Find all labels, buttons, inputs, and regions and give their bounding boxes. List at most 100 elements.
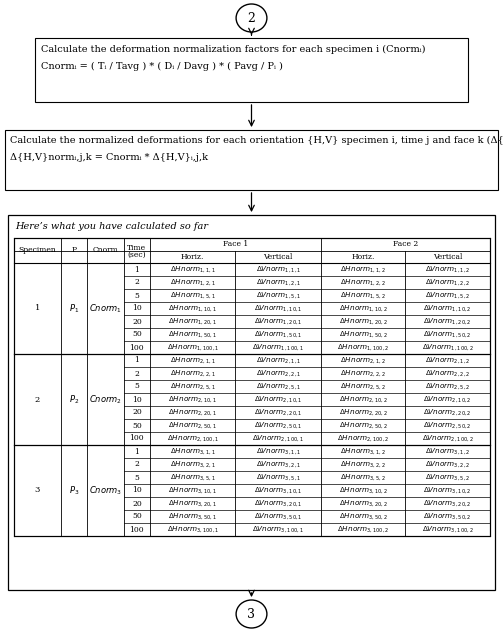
Text: Face 1: Face 1 <box>223 240 248 249</box>
Text: 100: 100 <box>130 526 144 533</box>
Text: $\Delta Hnorm_{1,20,1}$: $\Delta Hnorm_{1,20,1}$ <box>168 317 217 326</box>
Text: 3: 3 <box>35 487 40 495</box>
Text: $\Delta Hnorm_{3,10,2}$: $\Delta Hnorm_{3,10,2}$ <box>339 485 388 495</box>
Text: $\Delta Vnorm_{3,50,1}$: $\Delta Vnorm_{3,50,1}$ <box>254 512 302 521</box>
Text: $P_3$: $P_3$ <box>68 484 79 497</box>
Text: $P_2$: $P_2$ <box>68 393 79 406</box>
Text: $\Delta Vnorm_{1,5,2}$: $\Delta Vnorm_{1,5,2}$ <box>425 290 470 300</box>
Text: $\Delta Hnorm_{3,5,2}$: $\Delta Hnorm_{3,5,2}$ <box>341 473 386 483</box>
Text: 1: 1 <box>134 447 139 456</box>
Text: $\Delta Hnorm_{1,50,2}$: $\Delta Hnorm_{1,50,2}$ <box>339 329 388 339</box>
Text: $\Delta Vnorm_{2,10,1}$: $\Delta Vnorm_{2,10,1}$ <box>254 394 302 404</box>
Text: $\Delta Hnorm_{3,1,2}$: $\Delta Hnorm_{3,1,2}$ <box>341 447 386 456</box>
Text: 100: 100 <box>130 435 144 442</box>
Text: $\Delta Vnorm_{1,20,1}$: $\Delta Vnorm_{1,20,1}$ <box>254 317 302 326</box>
Text: 1: 1 <box>134 357 139 365</box>
Text: $\Delta Hnorm_{3,2,2}$: $\Delta Hnorm_{3,2,2}$ <box>341 459 386 469</box>
Text: $\Delta Vnorm_{2,50,2}$: $\Delta Vnorm_{2,50,2}$ <box>424 420 472 430</box>
Text: $\Delta Hnorm_{1,2,2}$: $\Delta Hnorm_{1,2,2}$ <box>341 278 386 288</box>
Text: 2: 2 <box>134 278 139 286</box>
Text: 50: 50 <box>132 331 142 338</box>
Text: $\Delta Vnorm_{3,100,1}$: $\Delta Vnorm_{3,100,1}$ <box>253 524 304 534</box>
Text: $\Delta Hnorm_{2,10,1}$: $\Delta Hnorm_{2,10,1}$ <box>168 394 217 404</box>
Text: $\Delta Vnorm_{2,100,1}$: $\Delta Vnorm_{2,100,1}$ <box>253 433 304 444</box>
Text: $\Delta Vnorm_{1,10,2}$: $\Delta Vnorm_{1,10,2}$ <box>424 304 472 314</box>
Text: Specimen: Specimen <box>19 247 56 254</box>
Text: $\Delta Vnorm_{3,10,1}$: $\Delta Vnorm_{3,10,1}$ <box>254 485 302 495</box>
Text: $P_1$: $P_1$ <box>68 302 79 315</box>
Text: $\Delta Hnorm_{1,10,1}$: $\Delta Hnorm_{1,10,1}$ <box>168 304 217 314</box>
Text: Horiz.: Horiz. <box>181 253 204 261</box>
Text: $\Delta Hnorm_{3,2,1}$: $\Delta Hnorm_{3,2,1}$ <box>170 459 216 469</box>
Text: $\Delta Vnorm_{1,5,1}$: $\Delta Vnorm_{1,5,1}$ <box>256 290 301 300</box>
Text: $\Delta Vnorm_{1,10,1}$: $\Delta Vnorm_{1,10,1}$ <box>254 304 302 314</box>
Text: $\Delta Hnorm_{1,100,1}$: $\Delta Hnorm_{1,100,1}$ <box>166 343 219 353</box>
Text: $\Delta Vnorm_{3,50,2}$: $\Delta Vnorm_{3,50,2}$ <box>424 512 472 521</box>
Text: 10: 10 <box>132 305 142 312</box>
Text: $\Delta Hnorm_{2,100,2}$: $\Delta Hnorm_{2,100,2}$ <box>337 433 389 444</box>
Text: $\Delta Vnorm_{1,100,2}$: $\Delta Vnorm_{1,100,2}$ <box>422 343 474 353</box>
Text: $Cnorm_3$: $Cnorm_3$ <box>89 484 122 497</box>
Text: $\Delta Vnorm_{3,1,2}$: $\Delta Vnorm_{3,1,2}$ <box>425 447 470 456</box>
Text: 3: 3 <box>247 608 256 620</box>
Text: $\Delta Hnorm_{3,5,1}$: $\Delta Hnorm_{3,5,1}$ <box>170 473 216 483</box>
Text: $\Delta Vnorm_{3,2,2}$: $\Delta Vnorm_{3,2,2}$ <box>425 459 470 469</box>
Text: Δ{H,V}normᵢ,j,k = Cnormᵢ * Δ{H,V}ᵢ,j,k: Δ{H,V}normᵢ,j,k = Cnormᵢ * Δ{H,V}ᵢ,j,k <box>10 153 208 162</box>
Text: Calculate the normalized deformations for each orientation {H,V} specimen i, tim: Calculate the normalized deformations fo… <box>10 136 503 145</box>
Text: $\Delta Vnorm_{1,50,2}$: $\Delta Vnorm_{1,50,2}$ <box>424 329 472 339</box>
Text: $\Delta Hnorm_{1,1,2}$: $\Delta Hnorm_{1,1,2}$ <box>341 264 386 274</box>
Text: $\Delta Vnorm_{3,5,2}$: $\Delta Vnorm_{3,5,2}$ <box>425 473 470 483</box>
Text: $\Delta Vnorm_{2,50,1}$: $\Delta Vnorm_{2,50,1}$ <box>254 420 302 430</box>
Text: $\Delta Vnorm_{2,5,1}$: $\Delta Vnorm_{2,5,1}$ <box>256 382 301 391</box>
Text: Face 2: Face 2 <box>393 240 418 249</box>
Text: 1: 1 <box>35 305 40 312</box>
Text: $\Delta Vnorm_{1,50,1}$: $\Delta Vnorm_{1,50,1}$ <box>254 329 302 339</box>
Text: $\Delta Hnorm_{2,2,1}$: $\Delta Hnorm_{2,2,1}$ <box>170 369 216 379</box>
Text: 5: 5 <box>134 292 139 300</box>
Ellipse shape <box>236 600 267 628</box>
Text: 20: 20 <box>132 408 142 416</box>
Text: $\Delta Hnorm_{2,1,2}$: $\Delta Hnorm_{2,1,2}$ <box>341 355 386 365</box>
Text: $\Delta Hnorm_{2,100,1}$: $\Delta Hnorm_{2,100,1}$ <box>166 433 219 444</box>
Text: $\Delta Hnorm_{2,5,1}$: $\Delta Hnorm_{2,5,1}$ <box>170 382 216 391</box>
Text: $\Delta Hnorm_{1,20,2}$: $\Delta Hnorm_{1,20,2}$ <box>339 317 388 326</box>
Text: 10: 10 <box>132 487 142 495</box>
Text: $\Delta Hnorm_{3,50,2}$: $\Delta Hnorm_{3,50,2}$ <box>339 512 388 521</box>
Text: 5: 5 <box>134 473 139 481</box>
Text: $Cnorm_1$: $Cnorm_1$ <box>89 302 122 315</box>
Text: $\Delta Hnorm_{2,10,2}$: $\Delta Hnorm_{2,10,2}$ <box>339 394 388 404</box>
Text: $\Delta Vnorm_{3,20,1}$: $\Delta Vnorm_{3,20,1}$ <box>254 498 302 509</box>
Text: $\Delta Vnorm_{3,5,1}$: $\Delta Vnorm_{3,5,1}$ <box>256 473 301 483</box>
Text: $\Delta Vnorm_{2,20,1}$: $\Delta Vnorm_{2,20,1}$ <box>254 408 302 418</box>
Text: $\Delta Vnorm_{1,2,1}$: $\Delta Vnorm_{1,2,1}$ <box>256 278 301 288</box>
Text: 2: 2 <box>134 370 139 377</box>
Text: 1: 1 <box>134 266 139 273</box>
Text: 5: 5 <box>134 382 139 391</box>
Text: $\Delta Hnorm_{1,1,1}$: $\Delta Hnorm_{1,1,1}$ <box>170 264 216 274</box>
Bar <box>8 215 495 590</box>
Text: Calculate the deformation normalization factors for each specimen i (Cnormᵢ): Calculate the deformation normalization … <box>41 45 426 54</box>
Text: $\Delta Hnorm_{3,10,1}$: $\Delta Hnorm_{3,10,1}$ <box>168 485 217 495</box>
Text: $\Delta Hnorm_{2,50,2}$: $\Delta Hnorm_{2,50,2}$ <box>339 420 388 430</box>
Text: $\Delta Hnorm_{1,10,2}$: $\Delta Hnorm_{1,10,2}$ <box>339 304 388 314</box>
Text: Cnorm: Cnorm <box>93 247 118 254</box>
Text: $\Delta Hnorm_{1,50,1}$: $\Delta Hnorm_{1,50,1}$ <box>168 329 217 339</box>
Text: $\Delta Vnorm_{2,1,1}$: $\Delta Vnorm_{2,1,1}$ <box>256 355 301 365</box>
Text: 50: 50 <box>132 422 142 430</box>
Text: $\Delta Vnorm_{1,20,2}$: $\Delta Vnorm_{1,20,2}$ <box>424 317 472 326</box>
Text: 2: 2 <box>134 461 139 468</box>
Text: 20: 20 <box>132 500 142 507</box>
Text: 50: 50 <box>132 512 142 521</box>
Text: $\Delta Hnorm_{2,5,2}$: $\Delta Hnorm_{2,5,2}$ <box>341 382 386 391</box>
Text: $\Delta Hnorm_{1,5,2}$: $\Delta Hnorm_{1,5,2}$ <box>341 290 386 300</box>
Text: $\Delta Hnorm_{3,50,1}$: $\Delta Hnorm_{3,50,1}$ <box>168 512 217 521</box>
Text: $\Delta Hnorm_{2,20,1}$: $\Delta Hnorm_{2,20,1}$ <box>168 408 217 418</box>
Text: $\Delta Vnorm_{2,2,1}$: $\Delta Vnorm_{2,2,1}$ <box>256 369 301 379</box>
Text: $\Delta Vnorm_{2,10,2}$: $\Delta Vnorm_{2,10,2}$ <box>424 394 472 404</box>
Text: $\Delta Vnorm_{1,2,2}$: $\Delta Vnorm_{1,2,2}$ <box>425 278 470 288</box>
Text: $\Delta Hnorm_{2,20,2}$: $\Delta Hnorm_{2,20,2}$ <box>339 408 388 418</box>
Text: Time: Time <box>127 244 146 252</box>
Text: $\Delta Vnorm_{3,20,2}$: $\Delta Vnorm_{3,20,2}$ <box>424 498 472 509</box>
Bar <box>14 238 490 536</box>
Text: $\Delta Hnorm_{3,100,2}$: $\Delta Hnorm_{3,100,2}$ <box>337 524 389 534</box>
